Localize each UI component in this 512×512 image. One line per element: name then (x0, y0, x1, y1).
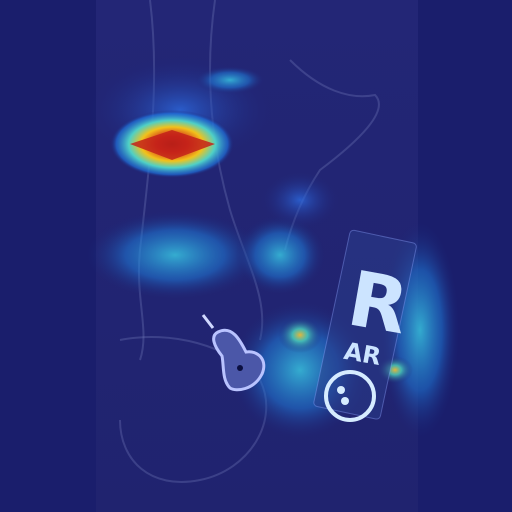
heat-region-mid-upper (260, 170, 340, 230)
heat-region-small-top (195, 66, 265, 94)
heat-region-mid-left (85, 210, 265, 300)
left-margin (0, 0, 96, 512)
metal-clip (201, 314, 266, 392)
circle-dots-icon (324, 370, 376, 422)
heat-region-mid (235, 215, 325, 295)
marker-plate (313, 229, 417, 420)
hot-spot-core (130, 130, 215, 160)
warm-spot-left (278, 317, 322, 353)
